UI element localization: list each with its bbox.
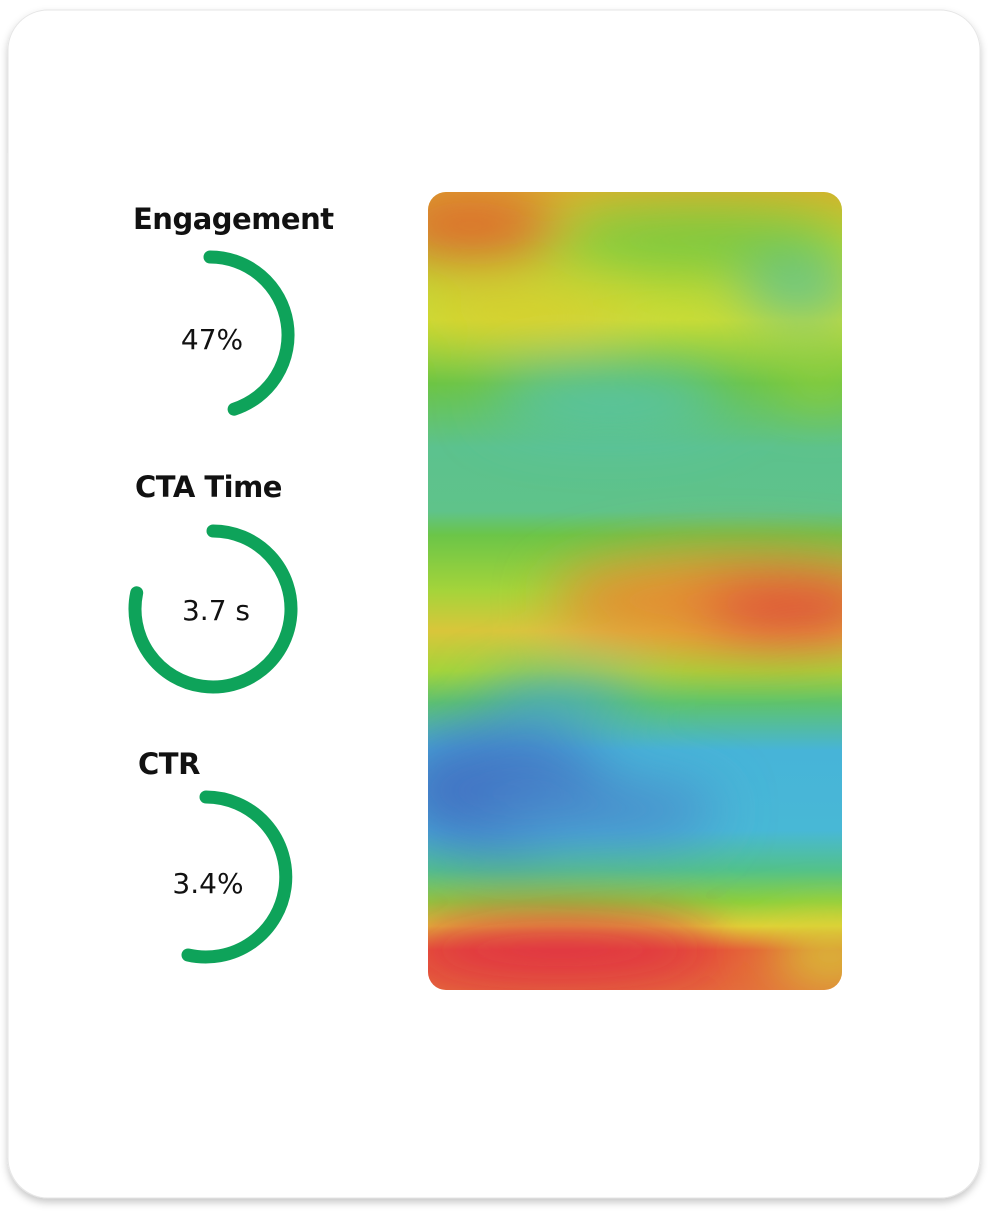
gauge-arc — [203, 250, 295, 416]
gauge-arc — [181, 790, 293, 964]
metric-label: CTA Time — [135, 470, 282, 504]
gauge-arc — [128, 524, 298, 694]
metric-label: CTR — [138, 747, 200, 781]
metric-value: 47% — [181, 323, 243, 356]
metric-value: 3.7 s — [182, 594, 250, 627]
metric-value: 3.4% — [172, 867, 243, 900]
heatmap — [428, 192, 842, 990]
metric-label: Engagement — [133, 202, 334, 236]
